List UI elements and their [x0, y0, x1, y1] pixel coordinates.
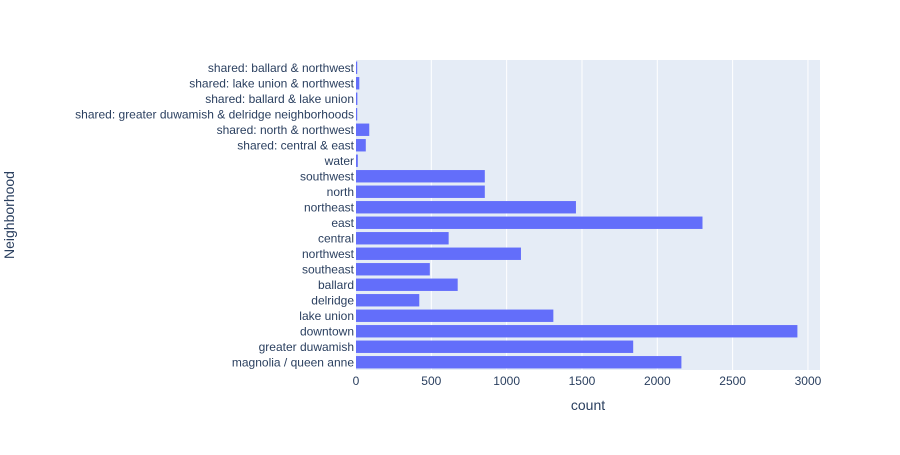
bars	[356, 61, 798, 369]
bar[interactable]	[356, 61, 358, 74]
bar[interactable]	[356, 294, 420, 307]
category-label: magnolia / queen anne	[232, 355, 354, 369]
bar[interactable]	[356, 325, 798, 338]
category-label: southwest	[300, 169, 355, 183]
x-tick-label: 2000	[644, 374, 671, 388]
x-tick-label: 1000	[493, 374, 520, 388]
category-label: central	[318, 231, 354, 245]
category-label: east	[331, 216, 354, 230]
bar[interactable]	[356, 247, 521, 260]
bar[interactable]	[356, 170, 485, 183]
category-label: north	[327, 185, 354, 199]
bar[interactable]	[356, 92, 358, 105]
bar[interactable]	[356, 356, 682, 369]
bar[interactable]	[356, 309, 554, 322]
category-label: shared: central & east	[237, 138, 354, 152]
bar[interactable]	[356, 216, 703, 229]
category-label: shared: lake union & northwest	[189, 76, 354, 90]
category-label: lake union	[299, 309, 354, 323]
bar[interactable]	[356, 185, 485, 198]
plot-background	[356, 60, 820, 370]
bar[interactable]	[356, 108, 358, 121]
category-label: delridge	[311, 293, 354, 307]
category-label: northwest	[302, 247, 355, 261]
x-tick-label: 0	[353, 374, 360, 388]
x-tick-label: 3000	[795, 374, 822, 388]
x-tick-label: 2500	[719, 374, 746, 388]
bar[interactable]	[356, 263, 430, 276]
y-axis-title: Neighborhood	[1, 171, 17, 259]
category-label: shared: ballard & northwest	[208, 61, 355, 75]
bar[interactable]	[356, 201, 576, 214]
bar[interactable]	[356, 278, 458, 291]
category-label: water	[324, 154, 354, 168]
category-label: greater duwamish	[259, 340, 354, 354]
x-tick-label: 500	[421, 374, 441, 388]
category-label: shared: north & northwest	[217, 123, 355, 137]
bar[interactable]	[356, 340, 634, 353]
category-label: downtown	[300, 324, 354, 338]
x-tick-labels: 0 500 1000 1500 2000 2500 3000	[353, 374, 822, 388]
category-label: northeast	[304, 200, 355, 214]
category-label: shared: ballard & lake union	[205, 92, 354, 106]
x-tick-label: 1500	[569, 374, 596, 388]
x-axis-title: count	[571, 397, 605, 413]
bar[interactable]	[356, 232, 449, 245]
category-label: southeast	[302, 262, 355, 276]
bar[interactable]	[356, 139, 366, 152]
bar[interactable]	[356, 77, 360, 90]
category-label: shared: greater duwamish & delridge neig…	[75, 107, 354, 121]
category-label: ballard	[318, 278, 354, 292]
bar[interactable]	[356, 154, 358, 167]
bar[interactable]	[356, 123, 370, 136]
